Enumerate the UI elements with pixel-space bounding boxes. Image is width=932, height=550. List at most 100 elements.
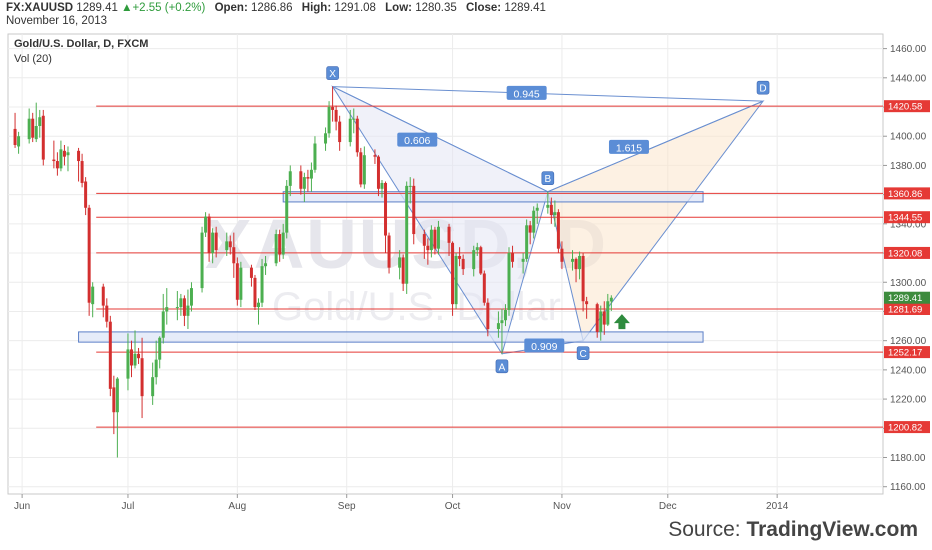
candle-body <box>137 353 141 359</box>
high-value: 1291.08 <box>334 2 376 14</box>
pattern-point-label: D <box>759 84 766 95</box>
candle-body <box>426 245 430 251</box>
candle-body <box>458 255 462 259</box>
time-axis[interactable]: Jun Jul Aug Sep Oct Nov Dec 2014 <box>14 494 789 512</box>
candle-body <box>257 302 261 308</box>
candle-body <box>302 177 306 189</box>
candle-body <box>200 232 204 289</box>
candle-body <box>52 159 56 162</box>
y-tick-label: 1180.00 <box>890 453 926 464</box>
level-tag <box>884 187 930 200</box>
buy-arrow-icon <box>613 314 630 330</box>
x-tick-label: Aug <box>228 501 246 512</box>
price-change: +2.55 (+0.2%) <box>132 2 206 14</box>
candle-body <box>436 226 440 249</box>
level-tag-text: 1252.17 <box>888 348 922 359</box>
candle-body <box>158 337 162 360</box>
candle-body <box>521 258 525 262</box>
candle-body <box>528 225 532 233</box>
candles <box>13 86 613 458</box>
candle-body <box>253 277 257 308</box>
level-tag <box>884 421 930 434</box>
candle-body <box>239 267 243 300</box>
pattern-point-B <box>541 171 555 186</box>
candle-body <box>126 349 130 379</box>
y-tick-label: 1220.00 <box>890 395 927 406</box>
candle-body <box>91 286 95 305</box>
candle-body <box>609 297 613 302</box>
candle-body <box>507 253 511 310</box>
y-tick-label: 1340.00 <box>890 219 927 230</box>
candle-body <box>334 109 338 122</box>
source-prefix: Source: <box>668 518 747 541</box>
candle-body <box>260 266 264 303</box>
candle-body <box>154 359 158 378</box>
up-arrow-icon: ▲ <box>121 2 133 14</box>
close-label: Close: <box>465 2 502 14</box>
source-credit: Source: TradingView.com <box>668 518 918 542</box>
low-label: Low: <box>385 2 412 14</box>
candle-body <box>108 321 112 389</box>
ratio-label: 0.606 <box>404 135 430 147</box>
level-tag <box>884 302 930 315</box>
candle-body <box>503 310 507 321</box>
pattern-triangle-bcd <box>547 99 765 342</box>
level-tag <box>884 246 930 259</box>
candle-body <box>77 150 81 162</box>
candle-body <box>204 216 208 233</box>
candle-body <box>362 155 366 185</box>
level-tag <box>884 346 930 359</box>
plot-frame <box>7 33 884 495</box>
candle-body <box>34 126 38 140</box>
ratio-box <box>524 338 565 353</box>
level-tag-text: 1200.82 <box>888 423 922 434</box>
candle-body <box>387 235 391 268</box>
candle-body <box>475 247 479 251</box>
pattern-point-label: B <box>544 174 551 185</box>
candle-body <box>401 257 405 284</box>
candle-body <box>546 204 550 208</box>
candle-body <box>549 204 553 216</box>
candle-body <box>87 207 91 303</box>
candle-body <box>165 307 169 312</box>
candle-body <box>278 234 282 255</box>
last-price-tag-text: 1289.41 <box>888 293 922 304</box>
candle-body <box>574 258 578 270</box>
candle-body <box>511 253 515 262</box>
y-tick-label: 1380.00 <box>890 161 927 172</box>
candle-body <box>571 258 575 262</box>
y-tick-label: 1240.00 <box>890 365 927 376</box>
symbol-header: FX:XAUUSD 1289.41 ▲+2.55 (+0.2%) Open: 1… <box>6 2 546 28</box>
pattern-point-X <box>326 66 339 80</box>
candle-body <box>129 349 133 366</box>
candle-body <box>228 241 232 248</box>
price-axis[interactable]: 1160.001180.001200.001220.001240.001260.… <box>883 44 930 493</box>
level-tag-text: 1360.86 <box>888 189 922 200</box>
candle-body <box>338 121 342 143</box>
candle-body <box>599 311 603 332</box>
candle-body <box>352 118 356 120</box>
candle-body <box>479 247 483 274</box>
candle-body <box>461 258 465 270</box>
candle-body <box>405 185 409 284</box>
candle-body <box>179 298 183 308</box>
level-tag-text: 1320.08 <box>888 248 922 259</box>
candle-body <box>433 229 437 249</box>
candle-body <box>451 242 455 305</box>
pattern-point-label: A <box>499 362 506 373</box>
candle-body <box>27 118 31 140</box>
candle-body <box>553 212 557 216</box>
candle-body <box>84 181 88 208</box>
candle-body <box>288 171 292 186</box>
candle-body <box>281 232 285 255</box>
candle-body <box>373 155 377 157</box>
candle-body <box>447 226 451 243</box>
pattern-point-C <box>576 346 590 360</box>
open-value: 1286.86 <box>251 2 293 14</box>
ratio-box <box>608 139 649 154</box>
y-tick-label: 1260.00 <box>890 336 927 347</box>
x-tick-label: Dec <box>659 501 677 512</box>
x-tick-label: Jul <box>122 501 135 512</box>
low-value: 1280.35 <box>415 2 457 14</box>
